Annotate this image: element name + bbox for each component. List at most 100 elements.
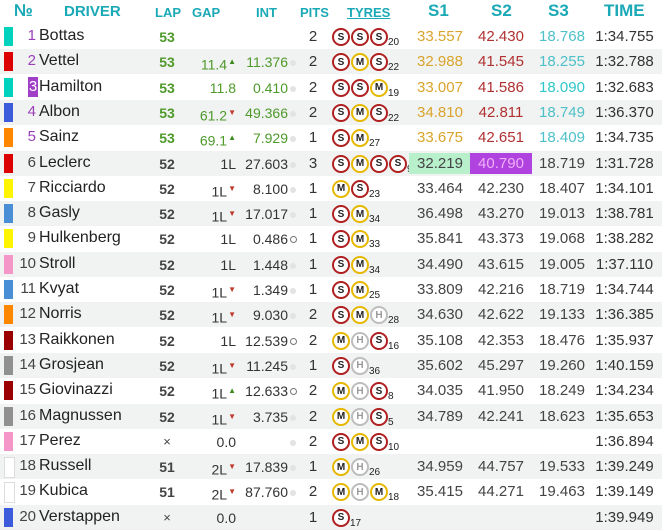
- table-row[interactable]: 5 Sainz 53 69.1▲ 7.929 1 S M 27 33.675 42.651 18.40…: [0, 125, 662, 150]
- trend-dot-icon: [290, 110, 296, 117]
- tyre-history[interactable]: SMSS9: [332, 154, 413, 175]
- interval-value: 11.245: [246, 357, 288, 374]
- driver-name[interactable]: Russell: [39, 457, 92, 475]
- driver-name[interactable]: Bottas: [39, 27, 85, 44]
- tyre-history[interactable]: S H 36: [332, 356, 380, 377]
- tyre-history[interactable]: M H 26: [332, 457, 380, 478]
- table-row[interactable]: 13 Raikkonen 52 1L 12.539 2 M H S 16 35.108 42.353 1…: [0, 328, 662, 353]
- driver-name[interactable]: Hulkenberg: [39, 229, 121, 247]
- header-sector2[interactable]: S2: [491, 1, 512, 20]
- driver-name[interactable]: Leclerc: [39, 153, 91, 171]
- table-row[interactable]: 4 Albon 53 61.2▼ 49.366 2 S M S 22 34.810 42.811 18.…: [0, 99, 662, 125]
- tyre-history[interactable]: S M 34: [332, 255, 380, 276]
- driver-name[interactable]: Kvyat: [39, 280, 80, 297]
- gap-text: 1L: [220, 256, 236, 273]
- table-row[interactable]: 15 Giovinazzi 52 1L▲ 12.633 2 M H S 8 34.035 41.950…: [0, 378, 662, 403]
- driver-name[interactable]: Kubica: [39, 482, 88, 500]
- lap-time: 1:39.949: [595, 508, 654, 526]
- driver-name[interactable]: Vettel: [39, 52, 80, 70]
- driver-name[interactable]: Grosjean: [39, 355, 104, 373]
- driver-name[interactable]: Raikkonen: [39, 330, 115, 348]
- sector2-time: 42.230: [478, 179, 524, 197]
- timing-header: № DRIVER LAP GAP INT PITS TYRES S1 S2 S3…: [0, 0, 662, 24]
- gain-arrow-icon: ▲: [228, 386, 236, 396]
- table-row[interactable]: 20 Verstappen × 0.0 1 S 17 1:39.949: [0, 504, 662, 530]
- driver-name[interactable]: Sainz: [39, 128, 80, 146]
- driver-name[interactable]: Norris: [39, 305, 82, 323]
- gap-value: 1L▼: [190, 356, 237, 379]
- tyre-soft-icon: S: [370, 154, 388, 173]
- interval-value: 11.376: [246, 54, 288, 71]
- tyre-history[interactable]: S M S 10: [332, 432, 399, 453]
- tyre-history[interactable]: S M 34: [332, 204, 380, 225]
- lap-count: 52: [159, 383, 175, 400]
- driver-name[interactable]: Perez: [39, 431, 81, 449]
- driver-name[interactable]: Stroll: [39, 254, 76, 272]
- interval-value: 17.839: [245, 459, 288, 476]
- table-row[interactable]: 10 Stroll 52 1L 1.448 1 S M 34 34.490 43.615 19.005…: [0, 251, 662, 277]
- tyre-history[interactable]: S M H 28: [332, 305, 399, 326]
- trend-dot-icon: [290, 186, 296, 193]
- table-row[interactable]: 3 Hamilton 53 11.8 0.410 2 S S M 19 33.007 41.586 18…: [0, 75, 662, 100]
- tyre-soft-icon: S: [332, 306, 350, 325]
- tyre-age: 33: [369, 239, 381, 251]
- table-row[interactable]: 8 Gasly 52 1L▼ 17.017 1 S M 34 36.498 43.270 19.013…: [0, 201, 662, 227]
- team-color-bar: [4, 355, 13, 375]
- table-row[interactable]: 17 Perez × 0.0 2 S M S 10 1:36.894: [0, 429, 662, 454]
- tyre-age: 27: [369, 138, 381, 150]
- driver-name[interactable]: Hamilton: [39, 77, 103, 95]
- driver-name[interactable]: Albon: [39, 102, 80, 120]
- tyre-history[interactable]: M H M 18: [332, 482, 399, 503]
- tyre-history[interactable]: S M 27: [332, 128, 381, 150]
- header-lap[interactable]: LAP: [155, 5, 181, 20]
- tyre-history[interactable]: S M 33: [332, 229, 381, 251]
- header-position[interactable]: №: [14, 1, 33, 20]
- gap-value: 1L▼: [190, 407, 237, 430]
- table-row[interactable]: 12 Norris 52 1L▼ 9.030 2 S M H 28 34.630 42.622 19.1…: [0, 302, 662, 328]
- tyre-history[interactable]: M H S 16: [332, 331, 399, 352]
- table-row[interactable]: 11 Kvyat 52 1L▼ 1.349 1 S M 25 33.809 42.216 18.719…: [0, 277, 662, 302]
- gap-text: 2L: [211, 487, 228, 504]
- header-time[interactable]: TIME: [604, 1, 645, 20]
- sector1-time: 33.464: [417, 179, 463, 197]
- table-row[interactable]: 19 Kubica 51 2L▼ 87.760 2 M H M 18 35.415 44.271 19.…: [0, 479, 662, 504]
- table-row[interactable]: 7 Ricciardo 52 1L▼ 8.100 1 M S 23 33.464 42.230 18.…: [0, 176, 662, 201]
- header-gap[interactable]: GAP: [192, 5, 221, 20]
- header-interval[interactable]: INT: [256, 5, 277, 20]
- header-pits[interactable]: PITS: [300, 5, 329, 20]
- driver-name[interactable]: Gasly: [39, 204, 80, 222]
- trend-dot-icon: [290, 212, 296, 219]
- lap-time: 1:37.110: [595, 255, 654, 273]
- pit-stop-count: 2: [308, 28, 318, 45]
- table-row[interactable]: 2 Vettel 53 11.4▲ 11.376 2 S M S 22 32.988 41.545 18…: [0, 49, 662, 75]
- table-row[interactable]: 16 Magnussen 52 1L▼ 3.735 2 M H S 5 34.789 42.241 18…: [0, 403, 662, 430]
- table-row[interactable]: 1 Bottas 53 2 S S S 20 33.557 42.430 18.768 1:34.75…: [0, 24, 662, 49]
- tyre-history[interactable]: S M S 22: [332, 52, 399, 73]
- header-sector3[interactable]: S3: [548, 1, 569, 20]
- tyre-history[interactable]: S M S 22: [332, 103, 399, 124]
- tyre-history[interactable]: S 17: [332, 508, 361, 529]
- header-sector1[interactable]: S1: [428, 1, 449, 20]
- gap-value: 1L▼: [190, 280, 237, 303]
- header-tyres[interactable]: TYRES: [347, 5, 391, 20]
- tyre-history[interactable]: S S S 20: [332, 27, 399, 48]
- driver-name[interactable]: Ricciardo: [39, 178, 106, 196]
- pit-stop-count: 2: [308, 483, 318, 501]
- loss-arrow-icon: ▼: [228, 285, 236, 294]
- tyre-history[interactable]: S M 25: [332, 280, 380, 301]
- driver-name[interactable]: Verstappen: [39, 507, 120, 525]
- pit-stop-count: 1: [308, 179, 318, 197]
- table-row[interactable]: 18 Russell 51 2L▼ 17.839 1 M H 26 34.959 44.757 19.…: [0, 454, 662, 480]
- driver-name[interactable]: Giovinazzi: [39, 381, 113, 399]
- header-driver[interactable]: DRIVER: [64, 3, 121, 20]
- position-number: 20: [19, 507, 36, 525]
- sector1-time: 34.789: [417, 407, 463, 425]
- table-row[interactable]: 14 Grosjean 52 1L▼ 11.245 1 S H 36 35.602 45.297 19…: [0, 352, 662, 379]
- tyre-history[interactable]: M S 23: [332, 179, 380, 200]
- table-row[interactable]: 9 Hulkenberg 52 1L 0.486 1 S M 33 35.841 43.373 19.…: [0, 226, 662, 251]
- driver-name[interactable]: Magnussen: [39, 406, 122, 424]
- tyre-history[interactable]: S S M 19: [332, 78, 399, 99]
